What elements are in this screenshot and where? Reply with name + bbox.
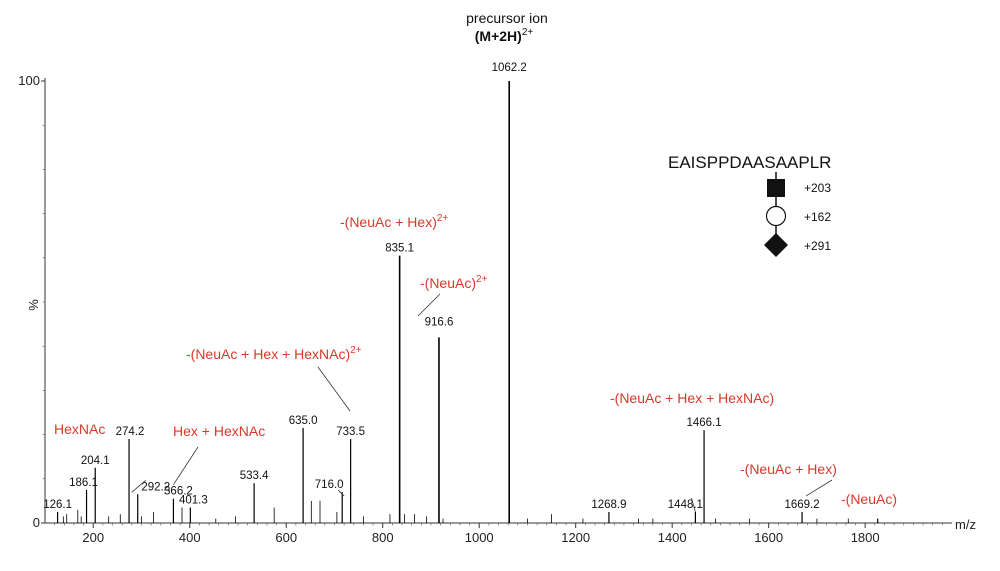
x-tick-label: 800 bbox=[372, 530, 394, 545]
precursor-formula: (M+2H)2+ bbox=[475, 27, 534, 44]
residue-label-203: +203 bbox=[804, 181, 831, 195]
peak-label: 1062.2 bbox=[492, 62, 527, 74]
y-ticks: 0 100 bbox=[18, 73, 45, 530]
y-tick-label: 100 bbox=[18, 73, 40, 88]
peak-label: 1466.1 bbox=[686, 417, 721, 429]
annotation-neuac-hex-2plus: -(NeuAc + Hex)2+ bbox=[340, 213, 448, 230]
x-tick-label: 1600 bbox=[754, 530, 783, 545]
peak-label: 733.5 bbox=[336, 426, 365, 438]
x-tick-label: 1200 bbox=[561, 530, 590, 545]
x-ticks: 200 400 600 800 1000 1200 1400 1600 1800 bbox=[54, 523, 943, 545]
peak-label: 1448.1 bbox=[668, 499, 703, 511]
residue-label-162: +162 bbox=[804, 210, 831, 224]
minor-peaks bbox=[62, 500, 849, 523]
fragment-annotations: HexNAc Hex + HexNAc -(NeuAc + Hex + HexN… bbox=[54, 213, 897, 507]
peak-label: 126.1 bbox=[43, 499, 72, 511]
residue-label-291: +291 bbox=[804, 239, 831, 253]
hexnac-square-icon bbox=[767, 179, 785, 197]
glycopeptide-structure: EAISPPDAASAAPLR +203 +162 +291 bbox=[668, 153, 831, 257]
x-tick-label: 200 bbox=[82, 530, 104, 545]
x-tick-label: 1800 bbox=[851, 530, 880, 545]
peak-label: 366.2 bbox=[164, 486, 193, 498]
x-tick-label: 400 bbox=[179, 530, 201, 545]
leader-line bbox=[173, 446, 199, 485]
x-tick-label: 1000 bbox=[465, 530, 494, 545]
peak-label: 292.2 bbox=[141, 481, 170, 493]
peak-label: 401.3 bbox=[179, 495, 208, 507]
leader-line bbox=[131, 479, 146, 493]
annotation-neuac-hex-hexnac: -(NeuAc + Hex + HexNAc) bbox=[610, 390, 774, 406]
precursor-label: precursor ion bbox=[466, 10, 548, 26]
hex-circle-icon bbox=[765, 205, 787, 227]
annotation-hex-hexnac: Hex + HexNAc bbox=[173, 423, 265, 439]
leader-line bbox=[691, 497, 696, 513]
peptide-sequence: EAISPPDAASAAPLR bbox=[668, 153, 831, 172]
leader-line bbox=[805, 479, 833, 497]
peak-label: 533.4 bbox=[240, 470, 269, 482]
annotation-hexnac: HexNAc bbox=[54, 421, 105, 437]
leader-line bbox=[317, 366, 351, 412]
peak-label: 716.0 bbox=[315, 479, 344, 491]
leader-lines bbox=[131, 293, 833, 513]
annotation-neuac-hex-hexnac-2plus: -(NeuAc + Hex + HexNAc)2+ bbox=[186, 345, 362, 362]
peak-label: 916.6 bbox=[425, 316, 454, 328]
peak-label: 274.2 bbox=[116, 426, 145, 438]
x-tick-label: 1400 bbox=[658, 530, 687, 545]
neuac-diamond-icon bbox=[764, 233, 788, 257]
peak-label: 204.1 bbox=[81, 455, 110, 467]
annotation-neuac: -(NeuAc) bbox=[841, 491, 897, 507]
y-axis-label: % bbox=[26, 299, 41, 311]
peak-label: 186.1 bbox=[69, 477, 98, 489]
y-tick-label: 0 bbox=[33, 515, 40, 530]
annotation-neuac-hex: -(NeuAc + Hex) bbox=[740, 461, 837, 477]
annotation-neuac-2plus: -(NeuAc)2+ bbox=[420, 274, 488, 291]
leader-line bbox=[337, 489, 345, 497]
leader-line bbox=[417, 293, 441, 317]
peak-label: 635.0 bbox=[289, 415, 318, 427]
x-tick-label: 600 bbox=[275, 530, 297, 545]
peak-label: 1268.9 bbox=[591, 499, 626, 511]
peak-label: 1669.2 bbox=[784, 499, 819, 511]
x-axis-label: m/z bbox=[955, 517, 976, 532]
peak-label: 835.1 bbox=[385, 243, 414, 255]
